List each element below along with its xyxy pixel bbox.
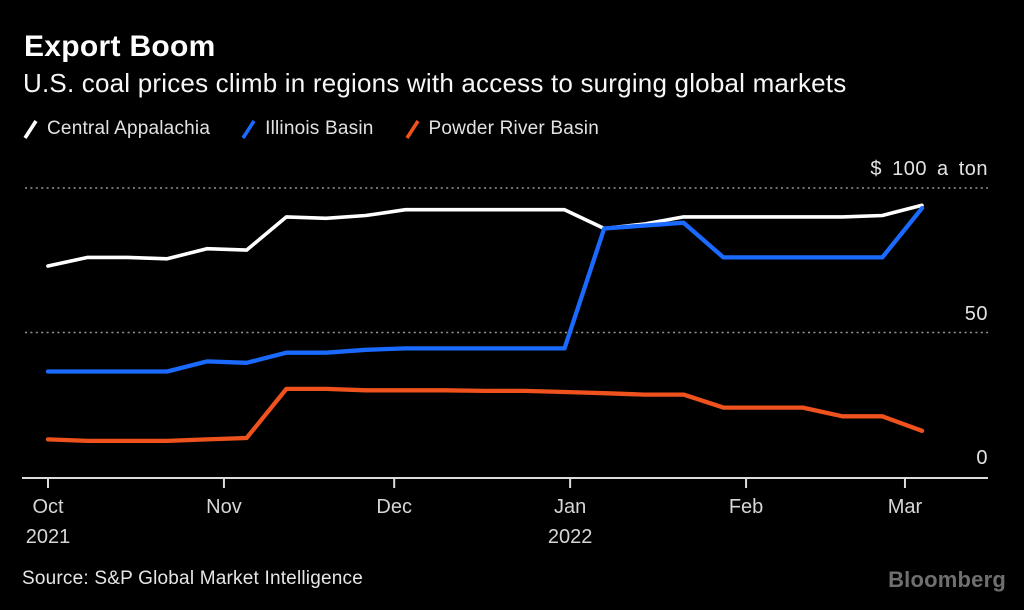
x-tick-label-mar: Mar: [887, 496, 923, 518]
source-note: Source: S&P Global Market Intelligence: [22, 568, 363, 589]
chart-legend: Central Appalachia Illinois Basin Powder R…: [22, 118, 599, 140]
legend-label-illinois-basin: Illinois Basin: [265, 118, 374, 139]
x-tick-label-dec: Dec: [376, 496, 412, 518]
legend-slash-icon-illinois-basin: [241, 120, 256, 139]
legend-slash-icon-powder-river-basin: [405, 120, 420, 139]
legend-item-powder-river-basin: Powder River Basin: [404, 118, 599, 140]
x-tick-label-oct: Oct: [32, 496, 64, 518]
chart-title: Export Boom: [24, 30, 216, 63]
y-tick-label-100: $ 100 a ton: [870, 158, 988, 180]
series-line-illinois-basin: [45, 206, 925, 374]
bloomberg-logo: Bloomberg: [888, 567, 1006, 592]
series-line-central-appalachia: [46, 203, 924, 268]
y-tick-label-50: 50: [964, 302, 988, 325]
legend-label-powder-river-basin: Powder River Basin: [428, 118, 599, 139]
legend-label-central-appalachia: Central Appalachia: [47, 118, 211, 139]
y-tick-label-0: 0: [976, 447, 988, 469]
legend-slash-stroke: [241, 120, 256, 139]
chart-subtitle: U.S. coal prices climb in regions with a…: [23, 68, 847, 98]
x-tick-label-nov: Nov: [206, 496, 242, 518]
series-line-powder-river-basin: [45, 386, 925, 444]
legend-slash-icon-central-appalachia: [23, 120, 38, 139]
x-tick-year-2021: 2021: [25, 526, 71, 548]
x-tick-year-2022: 2022: [547, 526, 593, 548]
legend-slash-stroke: [23, 120, 38, 139]
legend-item-central-appalachia: Central Appalachia: [22, 118, 210, 140]
legend-slash-stroke: [405, 120, 420, 139]
x-tick-label-feb: Feb: [728, 496, 764, 518]
legend-item-illinois-basin: Illinois Basin: [240, 118, 373, 140]
x-tick-label-jan: Jan: [554, 496, 587, 518]
